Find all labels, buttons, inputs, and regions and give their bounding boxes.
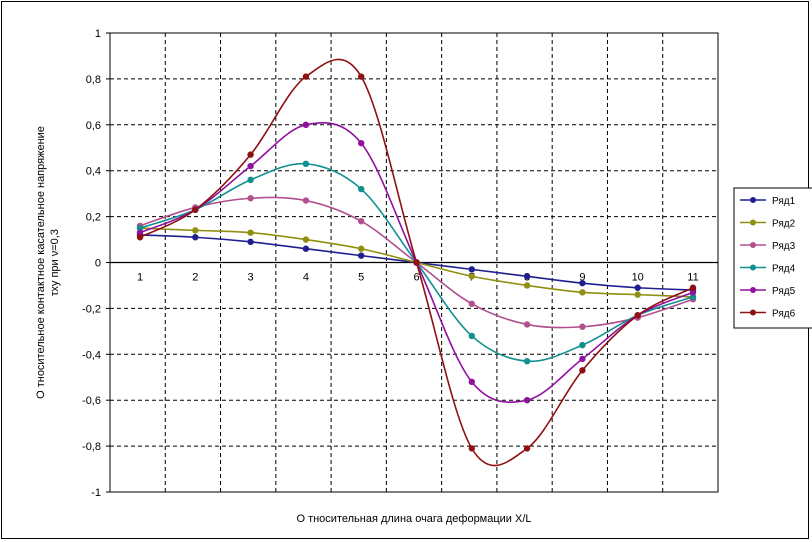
data-point (523, 282, 531, 289)
data-point (302, 160, 310, 168)
data-point (468, 300, 475, 308)
data-point (302, 197, 310, 204)
data-point (413, 259, 420, 266)
legend: Ряд1 Ряд2 Ряд3 Ряд4 Ряд5 Ряд6 (733, 187, 812, 329)
data-point (358, 245, 365, 252)
data-point (358, 252, 365, 259)
y-tick-label: 0,6 (86, 120, 101, 132)
data-point (523, 321, 531, 328)
data-point (247, 162, 254, 170)
legend-marker (750, 197, 756, 203)
legend-marker (750, 219, 756, 226)
data-point (579, 323, 586, 330)
x-tick-label: 6 (413, 272, 419, 284)
data-point (468, 445, 475, 452)
x-tick-label: 3 (248, 272, 254, 284)
data-point (247, 195, 254, 202)
data-point (358, 217, 365, 225)
data-point (247, 238, 254, 246)
legend-marker (750, 264, 756, 271)
legend-marker (750, 242, 756, 248)
data-point (468, 273, 475, 280)
data-point (247, 176, 254, 184)
data-point (689, 289, 697, 296)
data-point (136, 224, 144, 232)
legend-entry: Ряд5 (772, 286, 796, 297)
y-tick-label: 0,2 (86, 212, 101, 224)
data-point (579, 355, 586, 363)
data-point (523, 445, 531, 452)
data-point (358, 139, 365, 147)
data-point (468, 378, 475, 386)
data-point (247, 229, 254, 236)
legend-entry: Ряд4 (772, 264, 796, 275)
data-point (136, 229, 144, 236)
data-point (689, 293, 697, 301)
data-point (302, 121, 310, 128)
legend-entry: Ряд3 (772, 241, 796, 252)
y-axis-label-line2: τxy при ν=0,3 (49, 229, 61, 296)
y-tick-label: 0,8 (86, 74, 101, 86)
data-point (468, 266, 475, 273)
y-tick-label: 0,4 (86, 166, 101, 178)
data-point (302, 245, 310, 252)
y-tick-label: 1 (95, 28, 101, 40)
x-tick-label: 10 (632, 272, 644, 284)
data-point (302, 73, 310, 80)
data-point (523, 397, 531, 404)
data-point (634, 291, 641, 298)
x-tick-label: 9 (579, 272, 585, 284)
data-point (634, 284, 641, 291)
data-point (136, 234, 144, 241)
legend-marker (750, 287, 756, 293)
legend-box (733, 187, 812, 329)
data-point (192, 227, 199, 234)
data-point (192, 234, 199, 241)
y-tick-label: -0,8 (82, 441, 101, 453)
data-point (523, 357, 531, 365)
data-point (192, 206, 199, 213)
y-tick-label: -0,2 (82, 303, 101, 315)
data-point (579, 279, 586, 287)
y-tick-label: 0 (95, 258, 101, 270)
y-tick-label: -1 (91, 487, 101, 499)
x-tick-label: 1 (137, 272, 143, 284)
data-point (468, 332, 475, 340)
data-point (579, 367, 586, 374)
data-point (358, 185, 365, 193)
data-point (634, 312, 641, 319)
data-point (247, 151, 254, 158)
y-tick-label: -0,4 (82, 349, 101, 361)
y-tick-label: -0,6 (82, 395, 101, 407)
y-axis-label-line1: О тносительное контактное касательное на… (35, 126, 47, 399)
data-point (523, 273, 531, 280)
data-point (689, 284, 697, 291)
series-group (136, 58, 697, 467)
data-point (302, 236, 310, 243)
y-tick-labels: 1 0,8 0,6 0,4 0,2 0 -0,2 -0,4 -0,6 -0,8 -1 (82, 28, 101, 499)
legend-marker (750, 309, 756, 316)
series-6 (136, 58, 697, 467)
legend-entry: Ряд2 (772, 219, 796, 230)
legend-entry: Ряд6 (772, 309, 796, 320)
x-axis-label: О тносительная длина очага деформации X/… (296, 513, 531, 525)
data-point (579, 289, 586, 296)
data-point (358, 73, 365, 80)
x-tick-label: 5 (358, 272, 364, 284)
x-tick-label: 11 (687, 272, 698, 284)
legend-entry: Ряд1 (772, 196, 796, 207)
x-tick-label: 2 (192, 272, 198, 284)
x-tick-label: 4 (303, 272, 309, 284)
data-point (579, 341, 586, 349)
